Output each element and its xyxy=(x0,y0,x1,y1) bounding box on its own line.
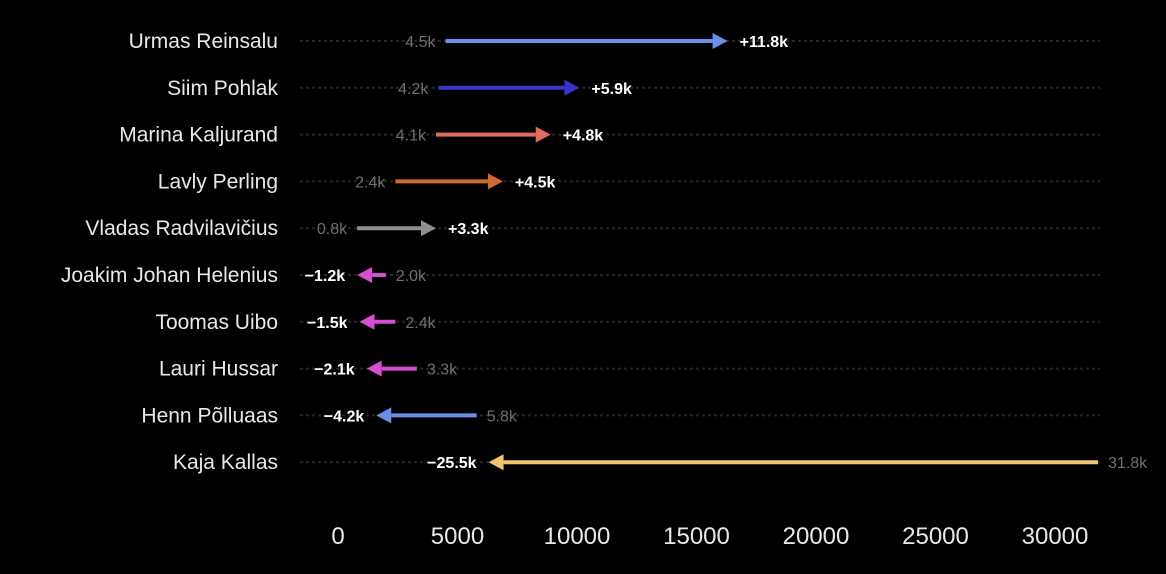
delta-value-label: +3.3k xyxy=(448,221,489,238)
delta-value-label: +11.8k xyxy=(740,34,789,51)
candidate-name: Henn Põlluaas xyxy=(141,404,278,427)
delta-value-label: +5.9k xyxy=(591,81,632,98)
start-value-label: 5.8k xyxy=(487,408,518,425)
delta-value-label: +4.8k xyxy=(563,128,604,145)
arrow-head xyxy=(357,267,373,283)
delta-value-label: −4.2k xyxy=(324,408,365,425)
arrow-head xyxy=(487,173,503,190)
row-9: Kaja Kallas 31.8k −25.5k xyxy=(173,451,1148,474)
arrow-head xyxy=(488,454,504,471)
row-8: Henn Põlluaas 5.8k −4.2k xyxy=(141,404,1100,427)
candidate-name: Lavly Perling xyxy=(158,170,278,193)
candidate-name: Urmas Reinsalu xyxy=(129,30,278,53)
arrow-head xyxy=(366,360,382,377)
start-value-label: 0.8k xyxy=(317,221,348,238)
row-0: Urmas Reinsalu 4.5k +11.8k xyxy=(129,30,1100,53)
candidate-name: Kaja Kallas xyxy=(173,451,278,474)
row-1: Siim Pohlak 4.2k +5.9k xyxy=(167,77,1100,100)
row-4: Vladas Radvilavičius 0.8k +3.3k xyxy=(85,217,1100,240)
candidate-name: Marina Kaljurand xyxy=(119,124,278,147)
delta-value-label: +4.5k xyxy=(515,174,556,191)
candidate-name: Lauri Hussar xyxy=(159,358,278,381)
start-value-label: 4.5k xyxy=(405,34,436,51)
start-value-label: 2.0k xyxy=(396,268,427,285)
delta-value-label: −25.5k xyxy=(427,455,476,472)
x-tick-label: 5000 xyxy=(431,523,484,550)
candidate-name: Vladas Radvilavičius xyxy=(85,217,278,240)
row-7: Lauri Hussar 3.3k −2.1k xyxy=(159,358,1100,381)
row-6: Toomas Uibo 2.4k −1.5k xyxy=(155,311,1100,334)
delta-value-label: −1.5k xyxy=(307,315,348,332)
arrow-head xyxy=(564,79,580,96)
start-value-label: 4.2k xyxy=(398,81,429,98)
x-tick-label: 10000 xyxy=(544,523,611,550)
x-axis: 0 5000 10000 15000 20000 25000 30000 xyxy=(331,523,1088,550)
x-tick-label: 15000 xyxy=(663,523,730,550)
start-value-label: 31.8k xyxy=(1108,455,1148,472)
candidate-name: Siim Pohlak xyxy=(167,77,278,100)
row-2: Marina Kaljurand 4.1k +4.8k xyxy=(119,124,1100,147)
arrow-head xyxy=(535,126,551,143)
start-value-label: 2.4k xyxy=(355,174,386,191)
arrow-head xyxy=(376,407,392,424)
arrow-head xyxy=(712,33,728,49)
delta-value-label: −2.1k xyxy=(314,362,355,379)
start-value-label: 3.3k xyxy=(427,362,458,379)
arrow-head xyxy=(420,220,436,237)
candidate-name: Joakim Johan Helenius xyxy=(61,264,278,287)
row-5: Joakim Johan Helenius 2.0k −1.2k xyxy=(61,264,1100,287)
x-tick-label: 25000 xyxy=(902,523,969,550)
x-tick-label: 20000 xyxy=(783,523,850,550)
chart-rows: Urmas Reinsalu 4.5k +11.8k Siim Pohlak 4.2k +… xyxy=(61,30,1148,474)
x-tick-label: 30000 xyxy=(1022,523,1089,550)
delta-value-label: −1.2k xyxy=(305,268,346,285)
arrow-head xyxy=(359,313,375,330)
row-3: Lavly Perling 2.4k +4.5k xyxy=(158,170,1100,193)
x-tick-label: 0 xyxy=(331,523,344,550)
candidate-name: Toomas Uibo xyxy=(155,311,278,334)
start-value-label: 2.4k xyxy=(405,315,436,332)
start-value-label: 4.1k xyxy=(396,128,427,145)
